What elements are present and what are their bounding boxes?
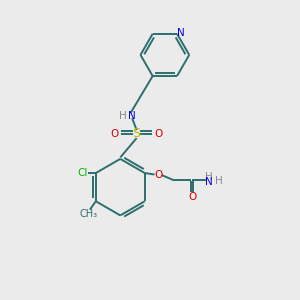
- Text: N: N: [205, 177, 212, 187]
- Text: O: O: [154, 169, 162, 179]
- Text: O: O: [154, 129, 163, 139]
- Text: N: N: [128, 111, 136, 121]
- Text: S: S: [133, 127, 141, 140]
- Text: Cl: Cl: [77, 168, 87, 178]
- Text: CH₃: CH₃: [79, 209, 98, 219]
- Text: H: H: [205, 172, 212, 182]
- Text: O: O: [188, 192, 196, 203]
- Text: H: H: [119, 111, 127, 121]
- Text: H: H: [214, 176, 222, 186]
- Text: O: O: [110, 129, 119, 139]
- Text: N: N: [177, 28, 184, 38]
